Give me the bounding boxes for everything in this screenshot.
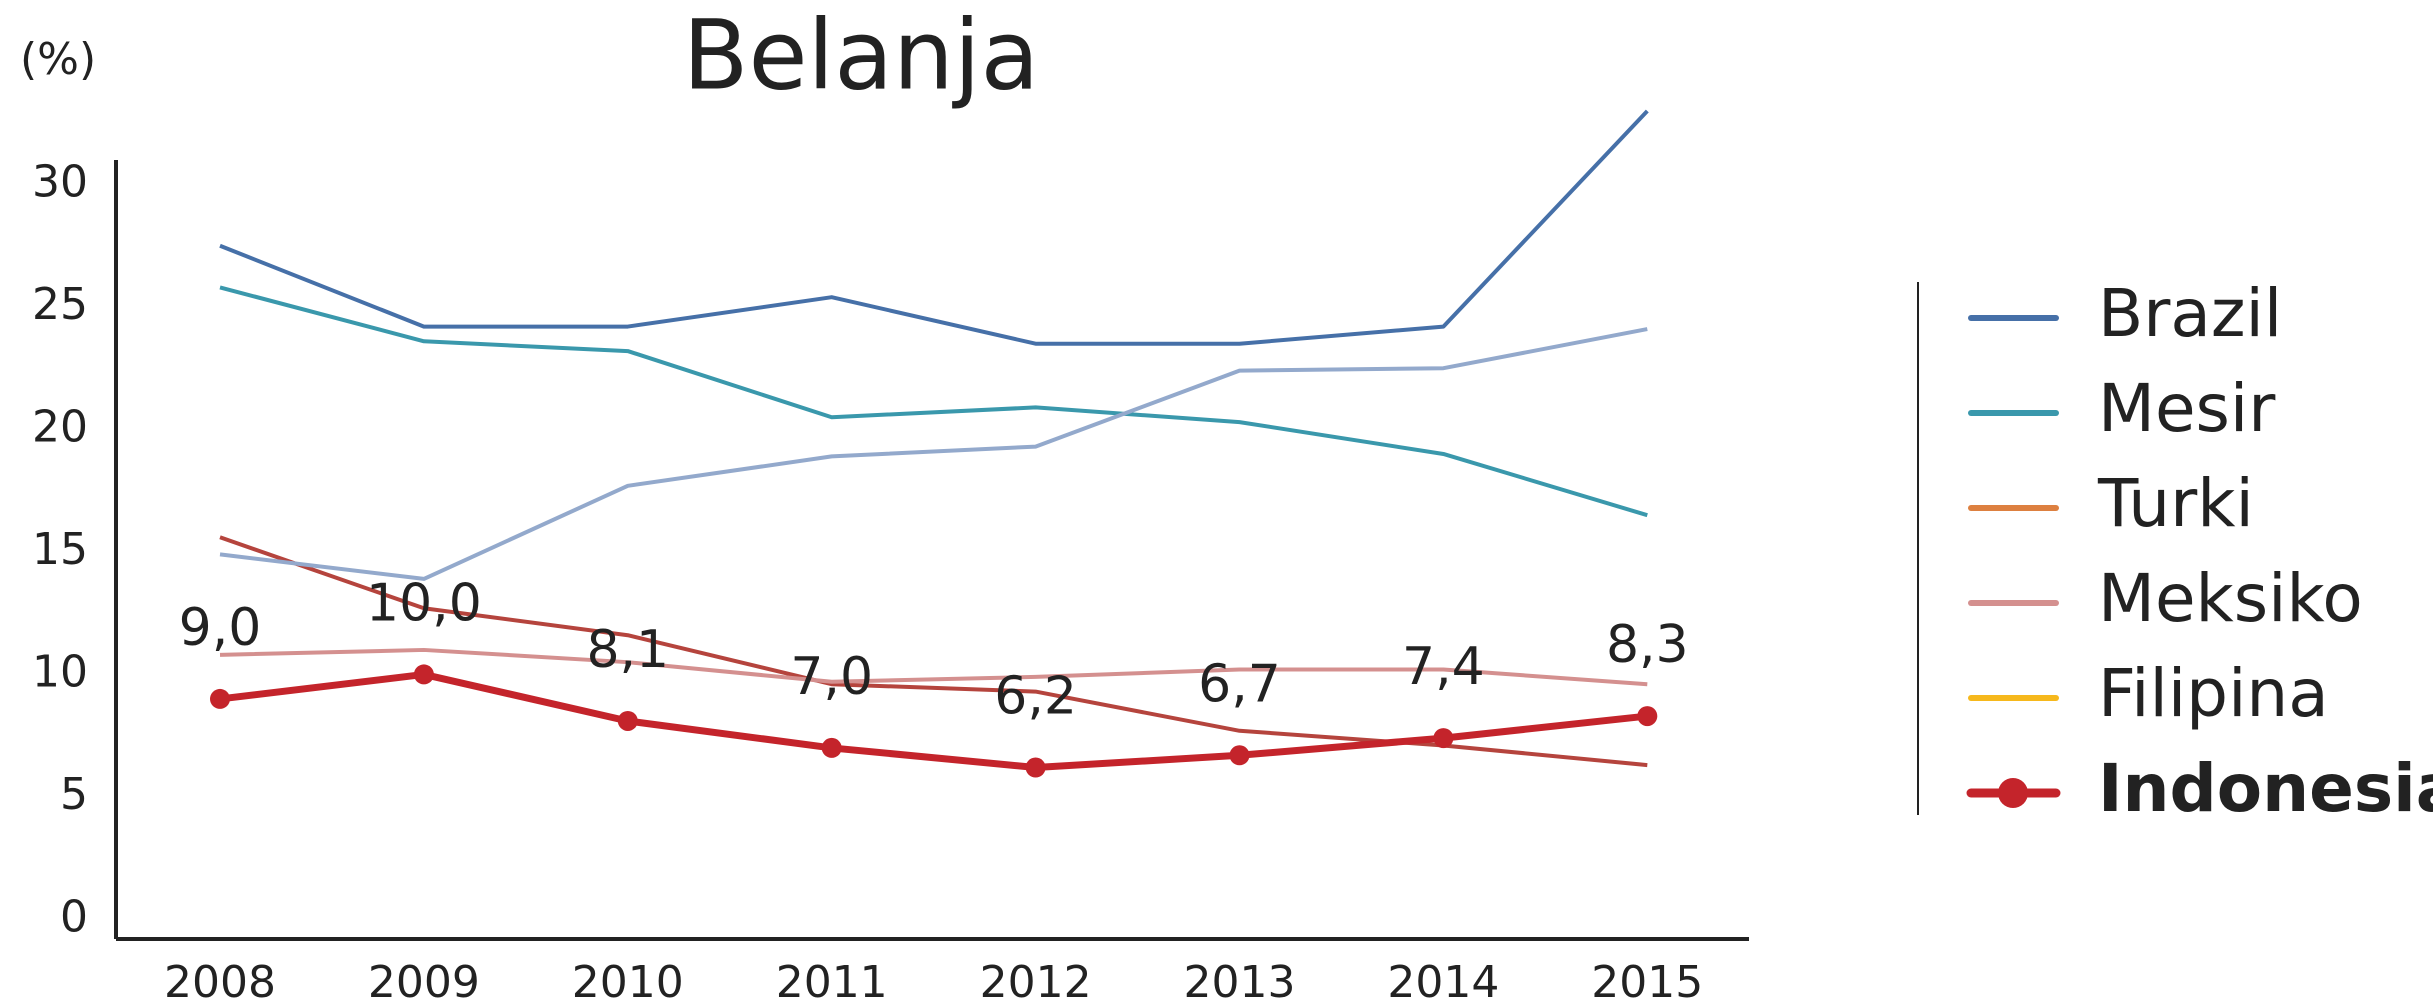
x-tick-label: 2008: [164, 957, 276, 1006]
data-label: 6,2: [994, 667, 1077, 727]
x-tick-label: 2012: [980, 957, 1092, 1006]
x-tick-label: 2013: [1184, 957, 1296, 1006]
x-tick-label: 2009: [368, 957, 480, 1006]
x-tick-label: 2011: [776, 957, 888, 1006]
data-point: [821, 737, 842, 758]
legend-label: Filipina: [2098, 655, 2329, 732]
y-tick-label: 20: [32, 401, 88, 452]
x-tick-label: 2014: [1387, 957, 1499, 1006]
series-line: [219, 109, 1649, 346]
data-point: [1637, 706, 1658, 727]
series-line: [219, 670, 1648, 772]
series-line: [219, 647, 1648, 687]
data-point: [1025, 757, 1046, 778]
legend-label: Meksiko: [2098, 560, 2363, 637]
y-tick-label: 10: [32, 646, 88, 697]
legend-marker: [1998, 778, 2028, 808]
data-label: 9,0: [179, 598, 262, 658]
data-point: [1229, 745, 1250, 766]
y-tick-label: 5: [60, 769, 88, 820]
y-axis-label: (%): [20, 34, 96, 85]
data-label: 7,0: [790, 647, 873, 707]
y-tick-label: 25: [32, 279, 88, 330]
data-label: 6,7: [1198, 654, 1281, 714]
y-tick-label: 0: [60, 891, 88, 942]
series-line: [219, 327, 1648, 581]
y-tick-label: 15: [32, 524, 88, 575]
data-point: [413, 664, 434, 685]
y-tick-label: 30: [32, 156, 88, 207]
data-point: [1433, 728, 1454, 749]
x-tick-label: 2010: [572, 957, 684, 1006]
legend-label: Mesir: [2098, 370, 2276, 447]
legend-label: Indonesia: [2098, 750, 2433, 827]
x-tick-label: 2015: [1591, 957, 1703, 1006]
data-label: 8,3: [1606, 615, 1689, 675]
series-line: [219, 285, 1648, 518]
data-point: [617, 710, 638, 731]
legend-label: Brazil: [2098, 275, 2282, 352]
chart-title: Belanja: [683, 0, 1040, 111]
legend-label: Turki: [2097, 465, 2254, 542]
data-point: [210, 688, 230, 709]
data-label: 8,1: [586, 620, 669, 680]
data-label: 10,0: [366, 573, 482, 633]
data-label: 7,4: [1402, 637, 1485, 697]
